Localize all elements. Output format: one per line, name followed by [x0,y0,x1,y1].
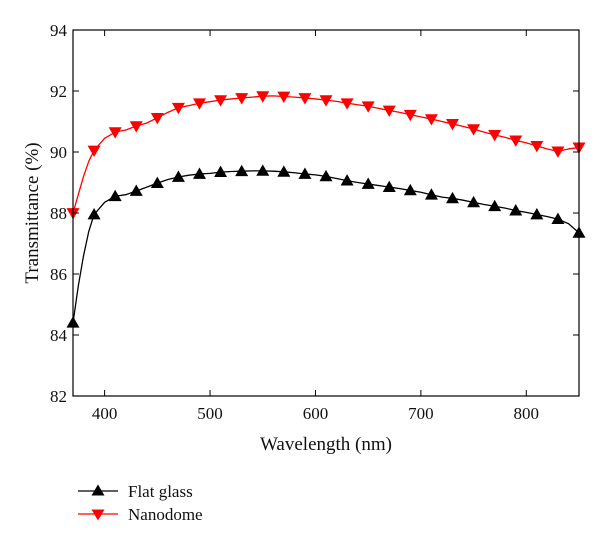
series-marker-nanodome [340,98,354,110]
series-marker-nanodome [193,98,206,110]
series-marker-flat-glass [256,164,270,176]
series-marker-nanodome [129,121,143,133]
y-axis-title: Transmittance (%) [22,142,43,283]
y-tick-label: 90 [50,143,67,162]
plot-lines [72,95,580,323]
series-marker-flat-glass [488,199,502,212]
legend-marker-flat-glass [91,484,105,496]
series-line-nanodome [72,95,580,214]
x-tick-label: 400 [92,404,118,423]
series-marker-flat-glass [235,164,249,177]
series-marker-flat-glass [87,208,101,220]
series-marker-nanodome [530,141,544,153]
series-marker-flat-glass [530,208,544,220]
series-marker-flat-glass [298,167,312,179]
y-tick-label: 84 [50,326,68,345]
legend-marker-nanodome [91,509,105,521]
series-marker-nanodome [403,109,417,122]
series-marker-flat-glass [509,204,523,216]
series-marker-flat-glass [403,183,417,196]
series-marker-nanodome [382,105,396,118]
series-marker-nanodome [467,124,481,136]
y-axis: 82 84 86 88 90 92 94 [50,21,579,406]
y-tick-label: 88 [50,204,67,223]
series-marker-nanodome [319,95,333,107]
series-marker-nanodome [298,93,312,105]
series-marker-nanodome [214,95,228,107]
series-marker-nanodome [235,93,249,105]
series-marker-nanodome [277,91,291,103]
y-tick-label: 86 [50,265,67,284]
series-marker-nanodome [424,114,438,126]
series-marker-nanodome [361,101,375,113]
x-tick-label: 800 [514,404,540,423]
series-marker-flat-glass [382,180,396,192]
series-marker-flat-glass [467,195,481,208]
series-marker-flat-glass [193,167,206,179]
series-marker-nanodome [446,119,459,131]
x-tick-label: 700 [408,404,434,423]
legend-item-flat-glass: Flat glass [78,482,193,501]
series-marker-flat-glass [424,188,438,200]
series-marker-nanodome [488,130,502,142]
series-marker-nanodome [551,146,565,158]
plot-markers [66,91,586,328]
series-marker-nanodome [171,102,185,115]
series-marker-nanodome [256,91,270,103]
y-tick-label: 82 [50,387,67,406]
series-marker-flat-glass [446,191,459,204]
series-marker-nanodome [509,135,523,147]
series-marker-nanodome [87,145,101,157]
series-marker-flat-glass [277,165,291,177]
legend-label-nanodome: Nanodome [128,505,203,524]
y-tick-label: 92 [50,82,67,101]
series-marker-flat-glass [340,174,354,186]
series-marker-flat-glass [319,169,333,182]
x-tick-label: 600 [303,404,329,423]
series-marker-flat-glass [108,189,122,202]
series-marker-nanodome [108,127,122,139]
series-marker-flat-glass [129,184,143,196]
series-marker-flat-glass [361,177,375,189]
legend: Flat glass Nanodome [78,482,203,524]
series-marker-nanodome [150,112,164,125]
series-marker-flat-glass [214,165,228,177]
x-axis-title: Wavelength (nm) [260,434,392,455]
x-axis: 400 500 600 700 800 [92,30,539,423]
series-marker-flat-glass [551,212,565,224]
legend-label-flat-glass: Flat glass [128,482,193,501]
series-marker-flat-glass [171,170,185,182]
plot-frame [72,29,580,397]
y-tick-label: 94 [50,21,68,40]
x-tick-label: 500 [197,404,223,423]
legend-item-nanodome: Nanodome [78,505,203,524]
series-line-flat-glass [72,170,580,323]
series-marker-flat-glass [150,176,164,188]
